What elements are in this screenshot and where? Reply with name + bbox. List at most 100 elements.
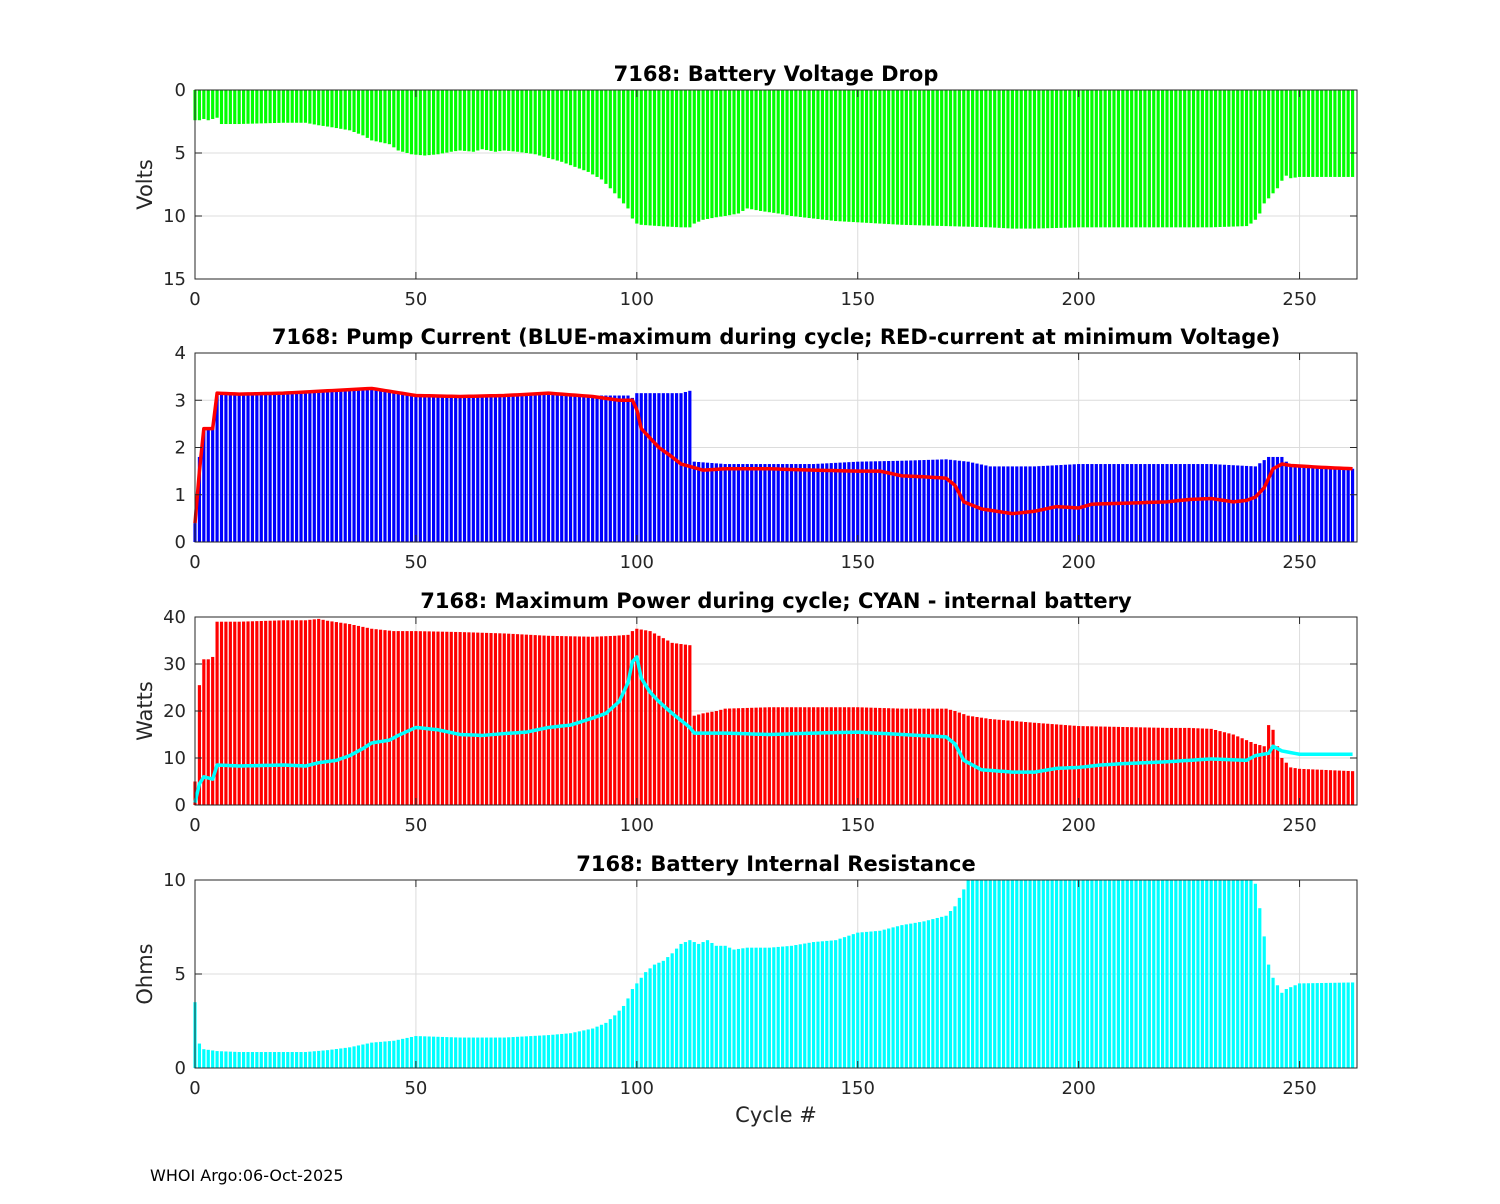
y-tick-label: 0 (175, 80, 186, 101)
bar (277, 1052, 281, 1068)
bar (856, 461, 860, 542)
bar (1183, 90, 1187, 228)
bar (599, 636, 604, 805)
bar (511, 633, 515, 805)
bar (807, 90, 811, 219)
bar (471, 395, 475, 542)
bar (538, 393, 542, 542)
bar (330, 621, 334, 805)
bar (1209, 728, 1213, 805)
bar (1350, 90, 1355, 177)
bar (1072, 90, 1076, 228)
bar (1050, 465, 1054, 542)
bar (573, 90, 577, 167)
bar (657, 393, 661, 542)
y-axis-label: Volts (133, 159, 157, 210)
bar (728, 708, 732, 805)
bar (348, 389, 352, 542)
bar (524, 1036, 528, 1068)
bar (1205, 880, 1209, 1068)
bar (948, 911, 953, 1068)
bar (250, 621, 255, 805)
bar (816, 463, 820, 542)
bar (1156, 880, 1160, 1068)
bar (295, 90, 299, 123)
bar (1280, 456, 1284, 542)
bar (705, 90, 710, 219)
bar (211, 428, 215, 542)
bar (414, 395, 418, 542)
y-tick-label: 15 (163, 269, 186, 290)
bar (485, 395, 489, 542)
bar (1130, 727, 1134, 805)
bar (639, 629, 643, 805)
bar (856, 707, 860, 805)
x-tick-label: 250 (1282, 289, 1316, 310)
bar (1156, 727, 1160, 805)
bar (626, 998, 630, 1068)
bar (688, 645, 692, 805)
bar (728, 90, 732, 216)
bar (794, 945, 798, 1068)
bar (829, 707, 833, 805)
bar (405, 90, 409, 153)
bar (352, 1046, 356, 1068)
bar (1218, 731, 1222, 805)
bar (1297, 90, 1302, 177)
bar (944, 459, 948, 542)
bar (1187, 90, 1191, 228)
bar (984, 718, 988, 805)
bar (1068, 725, 1072, 805)
bar (392, 1040, 396, 1068)
bar (904, 708, 908, 805)
bar (520, 634, 524, 805)
bar (1302, 467, 1306, 542)
bar (741, 708, 745, 805)
bar (935, 917, 939, 1068)
bar (1143, 90, 1147, 228)
bar (458, 632, 462, 805)
bar (577, 1031, 581, 1068)
bar (772, 947, 776, 1068)
bar (1311, 90, 1315, 177)
bar (1200, 464, 1204, 542)
bar (1249, 742, 1253, 805)
bar (334, 90, 338, 129)
bar (1041, 880, 1045, 1068)
bar (356, 625, 361, 805)
bar (758, 947, 763, 1068)
bar (1275, 456, 1280, 542)
bar (286, 90, 290, 123)
bar (445, 1037, 449, 1068)
bar (480, 395, 484, 542)
bar (445, 631, 449, 805)
bar (436, 1036, 440, 1068)
bar (299, 90, 303, 123)
bar (401, 90, 405, 152)
bar (918, 708, 922, 805)
bar (250, 393, 255, 542)
bar (1271, 977, 1275, 1068)
bar (1121, 880, 1125, 1068)
bar (312, 619, 316, 805)
bar (431, 90, 436, 155)
bar (666, 90, 670, 227)
bar (1218, 880, 1222, 1068)
bar (467, 395, 471, 542)
bar (1037, 90, 1041, 229)
bar (1222, 732, 1227, 805)
bar (882, 929, 886, 1068)
bar (520, 1036, 524, 1068)
bar (1046, 723, 1050, 805)
bar (683, 942, 688, 1068)
bar (485, 632, 489, 805)
bar (1205, 464, 1209, 542)
bar (1209, 90, 1213, 228)
bar (1156, 90, 1160, 228)
bar (940, 708, 944, 805)
bar (652, 633, 657, 805)
bar (427, 631, 431, 805)
bar (1328, 770, 1333, 805)
bar (789, 90, 794, 216)
